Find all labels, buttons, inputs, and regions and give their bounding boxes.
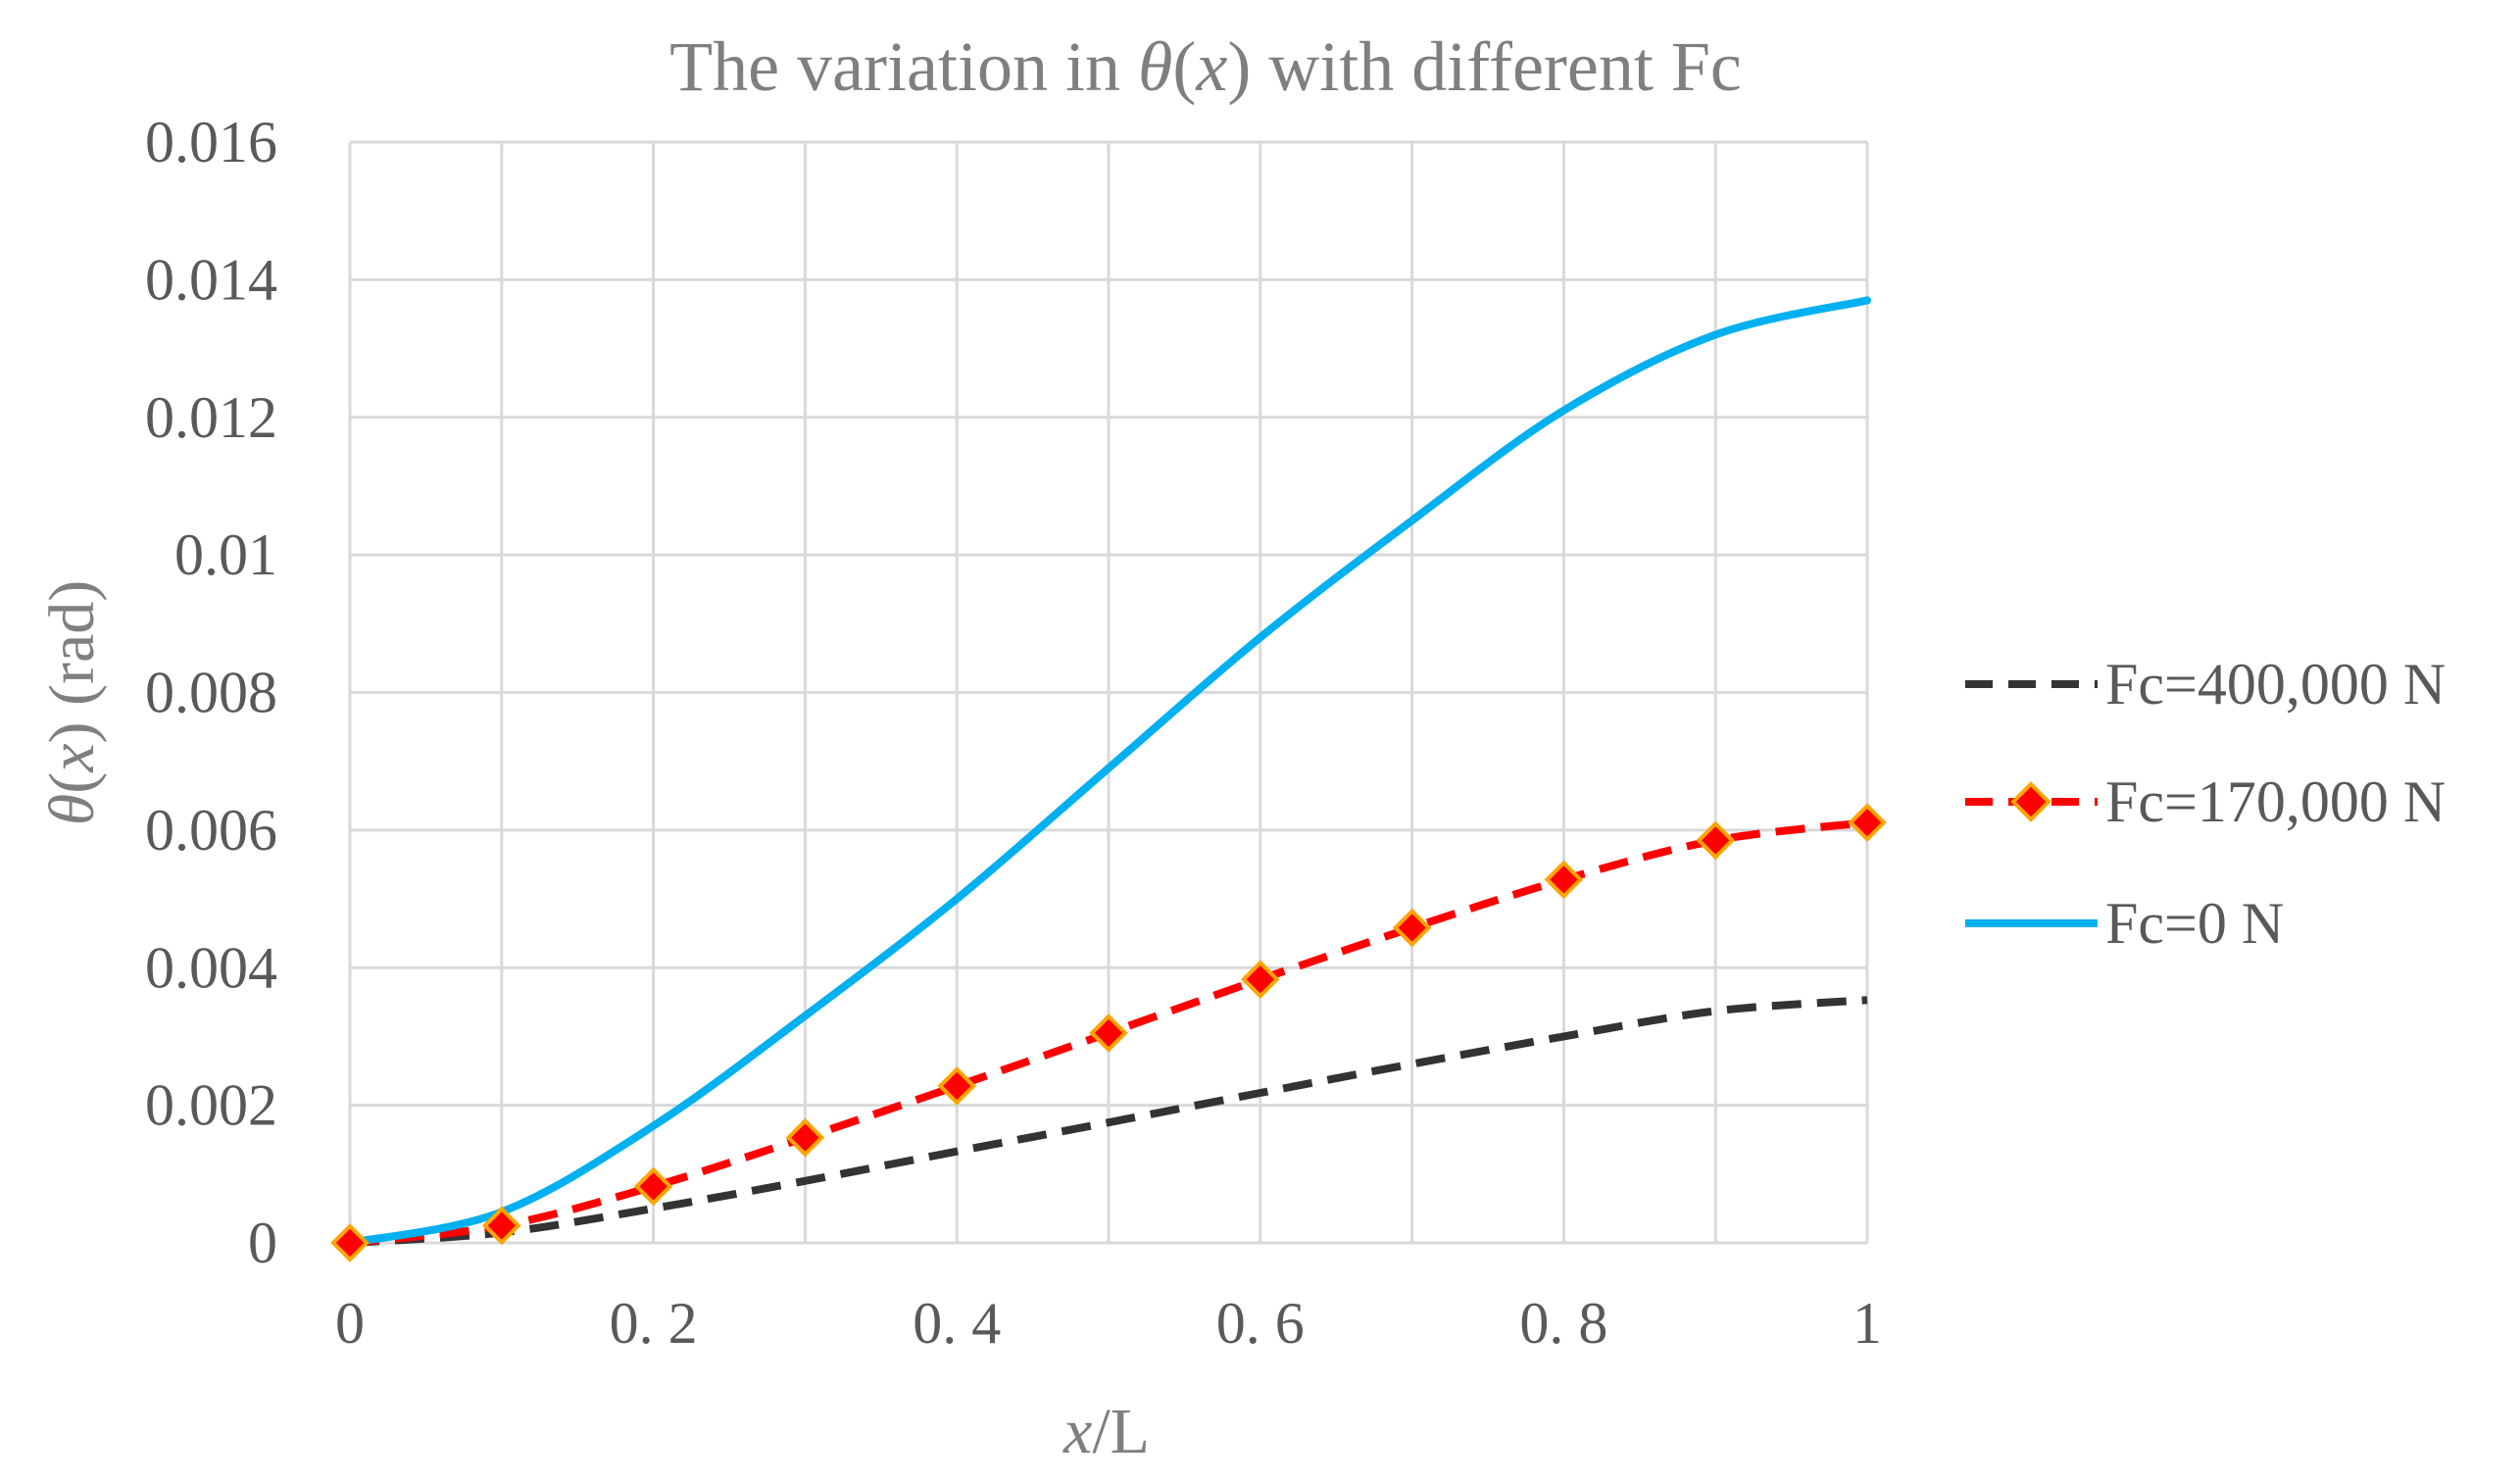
series-line-fc-0 bbox=[346, 296, 1871, 1247]
y-axis-ticks: 0 0.002 0.004 0.006 0.008 0.01 0.012 0.014 0.016 bbox=[145, 110, 277, 1275]
y-axis-label: θ(x) (rad) bbox=[36, 580, 108, 825]
x-axis-label-rest: /L bbox=[1092, 1396, 1150, 1467]
legend-label-fc-170000: Fc=170,000 N bbox=[2105, 769, 2446, 834]
grid bbox=[348, 140, 1869, 1245]
x-axis-label-var: x bbox=[1062, 1396, 1092, 1467]
chart-title-suffix: with different Fc bbox=[1251, 27, 1742, 106]
y-axis-label-open: ( bbox=[36, 772, 108, 794]
y-tick-label: 0.002 bbox=[145, 1073, 277, 1138]
x-axis-label: x/L bbox=[1062, 1396, 1150, 1467]
data-point-fc-170000 bbox=[633, 1166, 673, 1207]
series-markers bbox=[330, 803, 1887, 1262]
legend-marker-fc-170000 bbox=[2010, 781, 2051, 822]
data-point-fc-170000 bbox=[481, 1206, 521, 1246]
y-tick-label: 0.014 bbox=[145, 247, 277, 312]
data-point-fc-170000 bbox=[1696, 820, 1736, 861]
data-point-fc-170000 bbox=[1848, 803, 1887, 842]
y-tick-label: 0.01 bbox=[174, 522, 277, 587]
x-tick-label: 0. 4 bbox=[913, 1291, 1001, 1356]
series-line-fc-400000 bbox=[349, 996, 1868, 1247]
data-point-fc-170000 bbox=[1392, 908, 1432, 948]
y-tick-label: 0.006 bbox=[145, 798, 277, 863]
legend-label-fc-400000: Fc=400,000 N bbox=[2105, 652, 2446, 717]
x-axis-ticks: 0 0. 2 0. 4 0. 6 0. 8 1 bbox=[335, 1291, 1882, 1356]
chart-title-symbol: θ bbox=[1138, 27, 1172, 106]
data-point-fc-170000 bbox=[1089, 1013, 1128, 1053]
y-axis-label-var: x bbox=[36, 744, 108, 773]
y-tick-label: 0.012 bbox=[145, 385, 277, 450]
y-axis-label-rest: (rad) bbox=[36, 580, 108, 722]
legend: Fc=400,000 N Fc=170,000 N Fc=0 N bbox=[1965, 652, 2446, 956]
y-tick-label: 0 bbox=[248, 1211, 277, 1275]
legend-item-fc-170000: Fc=170,000 N bbox=[1965, 769, 2446, 834]
y-tick-label: 0.008 bbox=[145, 661, 277, 725]
legend-item-fc-400000: Fc=400,000 N bbox=[1965, 652, 2446, 717]
x-tick-label: 0 bbox=[335, 1291, 365, 1356]
legend-label-fc-0: Fc=0 N bbox=[2105, 891, 2284, 956]
data-point-fc-170000 bbox=[1544, 860, 1584, 900]
data-point-fc-170000 bbox=[330, 1223, 370, 1262]
legend-item-fc-0: Fc=0 N bbox=[1965, 891, 2284, 956]
y-tick-label: 0.016 bbox=[145, 110, 277, 174]
chart-title-close: ) bbox=[1227, 27, 1251, 106]
x-tick-label: 0. 2 bbox=[610, 1291, 698, 1356]
x-tick-label: 0. 6 bbox=[1216, 1291, 1305, 1356]
chart-title-open: ( bbox=[1172, 27, 1196, 106]
chart-title: The variation in θ(x) with different Fc bbox=[669, 27, 1742, 106]
y-tick-label: 0.004 bbox=[145, 935, 277, 1000]
chart-title-var: x bbox=[1195, 27, 1227, 106]
y-axis-label-symbol: θ bbox=[36, 794, 108, 825]
y-axis-label-close: ) bbox=[36, 722, 108, 744]
data-point-fc-170000 bbox=[1240, 960, 1280, 1000]
data-point-fc-170000 bbox=[937, 1066, 977, 1106]
data-point-fc-170000 bbox=[785, 1117, 825, 1158]
x-tick-label: 1 bbox=[1853, 1291, 1882, 1356]
x-tick-label: 0. 8 bbox=[1519, 1291, 1607, 1356]
chart-title-prefix: The variation in bbox=[669, 27, 1138, 106]
